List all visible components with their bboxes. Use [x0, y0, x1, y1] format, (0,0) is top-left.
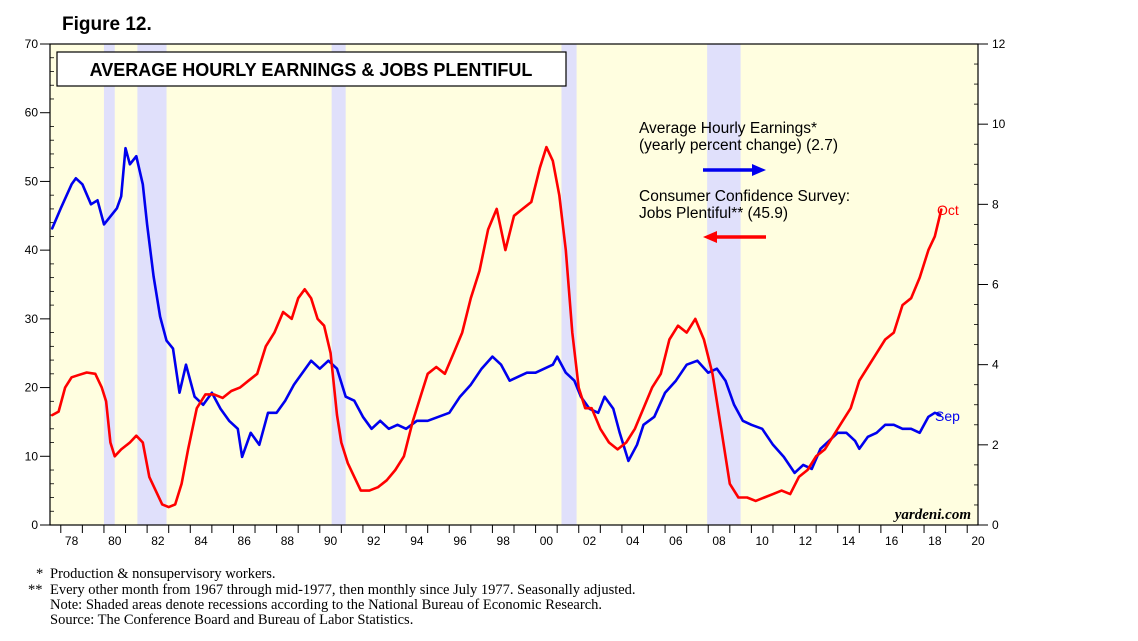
left-tick-label-60: 60: [25, 106, 39, 120]
footnote-2-mark: **: [28, 582, 43, 598]
x-tick-label-02: 02: [583, 534, 597, 548]
x-tick-label-14: 14: [842, 534, 856, 548]
right-tick-label-0: 0: [992, 518, 999, 532]
x-tick-label-86: 86: [238, 534, 252, 548]
series-lines: [50, 145, 943, 509]
legend-earnings-line2: (yearly percent change) (2.7): [639, 137, 838, 154]
left-tick-label-0: 0: [31, 518, 38, 532]
series-line-jobs-plentiful: [50, 145, 943, 509]
x-tick-label-20: 20: [971, 534, 985, 548]
x-tick-label-04: 04: [626, 534, 640, 548]
x-tick-label-10: 10: [756, 534, 770, 548]
legend-jobs-line2: Jobs Plentiful** (45.9): [639, 205, 788, 222]
recession-band-2: [137, 44, 167, 525]
left-tick-label-10: 10: [25, 449, 39, 463]
legend-jobs-arrow-icon: [703, 231, 766, 243]
right-tick-label-12: 12: [992, 37, 1006, 51]
footnote-3-text: Note: Shaded areas denote recessions acc…: [50, 597, 603, 613]
x-tick-label-08: 08: [712, 534, 726, 548]
x-tick-label-82: 82: [151, 534, 165, 548]
left-tick-label-30: 30: [25, 312, 39, 326]
right-tick-label-2: 2: [992, 438, 999, 452]
x-tick-label-80: 80: [108, 534, 122, 548]
right-tick-label-10: 10: [992, 117, 1006, 131]
source-watermark: yardeni.com: [893, 507, 971, 523]
chart-title: AVERAGE HOURLY EARNINGS & JOBS PLENTIFUL: [90, 60, 533, 80]
x-tick-label-06: 06: [669, 534, 683, 548]
right-tick-label-6: 6: [992, 278, 999, 292]
title-box: [56, 51, 567, 87]
x-tick-label-94: 94: [410, 534, 424, 548]
plot-frame: [49, 43, 979, 526]
footnote-4: Source: The Conference Board and Bureau …: [28, 612, 413, 628]
footnote-4-text: Source: The Conference Board and Bureau …: [50, 612, 414, 628]
x-tick-label-84: 84: [194, 534, 208, 548]
jobs-end-label: Oct: [937, 202, 959, 218]
right-tick-label-8: 8: [992, 197, 999, 211]
legend-earnings-arrow-icon: [703, 164, 766, 176]
left-tick-label-40: 40: [25, 243, 39, 257]
series-line-earnings: [50, 146, 942, 475]
x-tick-label-96: 96: [453, 534, 467, 548]
legend-jobs-line1: Consumer Confidence Survey:: [639, 188, 850, 205]
footnote-1: * Production & nonsupervisory workers.: [28, 566, 276, 582]
x-tick-label-00: 00: [540, 534, 554, 548]
plot-background: [50, 44, 978, 525]
left-tick-label-20: 20: [25, 381, 39, 395]
x-tick-label-16: 16: [885, 534, 899, 548]
footnote-1-text: Production & nonsupervisory workers.: [50, 566, 276, 582]
footnote-1-mark: *: [36, 566, 44, 582]
x-tick-label-18: 18: [928, 534, 942, 548]
x-tick-label-78: 78: [65, 534, 79, 548]
footnote-3: Note: Shaded areas denote recessions acc…: [28, 597, 602, 613]
earnings-end-label: Sep: [935, 408, 960, 424]
x-tick-label-12: 12: [799, 534, 813, 548]
x-tick-label-90: 90: [324, 534, 338, 548]
left-tick-label-70: 70: [25, 37, 39, 51]
footnote-2-text: Every other month from 1967 through mid-…: [50, 582, 636, 598]
x-tick-label-92: 92: [367, 534, 381, 548]
figure-label: Figure 12.: [62, 14, 152, 35]
left-tick-label-50: 50: [25, 174, 39, 188]
legend-earnings-line1: Average Hourly Earnings*: [639, 120, 817, 137]
x-tick-label-88: 88: [281, 534, 295, 548]
footnote-2: ** Every other month from 1967 through mi…: [28, 582, 636, 598]
right-tick-label-4: 4: [992, 358, 999, 372]
recession-band-1: [103, 44, 115, 525]
x-tick-label-98: 98: [497, 534, 511, 548]
